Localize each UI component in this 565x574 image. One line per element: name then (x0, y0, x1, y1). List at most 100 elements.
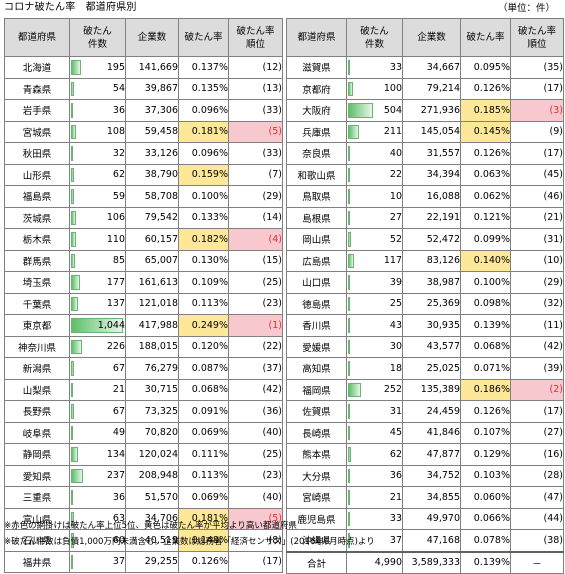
firms-cell: 22,191 (402, 206, 461, 229)
count-value: 21 (112, 384, 125, 396)
firms-cell: 34,667 (402, 56, 461, 79)
rank-cell: (13) (228, 77, 283, 100)
count-data-bar (71, 296, 78, 311)
report-title: コロナ破たん率 都道府県別 (4, 2, 137, 13)
rank-cell: (11) (510, 314, 564, 337)
count-cell: 22 (346, 163, 403, 186)
count-value: 31 (389, 405, 402, 417)
table-header-row: 都道府県 破たん 件数 企業数 破たん率 破たん率 順位 (4, 18, 283, 57)
rate-cell: 0.078% (460, 529, 511, 552)
firms-cell: 208,948 (125, 464, 179, 487)
count-data-bar (71, 533, 74, 548)
rate-cell: 0.095% (460, 56, 511, 79)
count-value: 195 (106, 61, 125, 73)
count-data-bar (71, 253, 76, 268)
prefecture-cell: 奈良県 (286, 142, 347, 165)
left-table: 都道府県 破たん 件数 企業数 破たん率 破たん率 順位 北海道 195 141,669… (4, 18, 283, 573)
firms-cell: 37,306 (125, 99, 179, 122)
rank-cell: (17) (510, 77, 564, 100)
firms-cell: 70,820 (125, 421, 179, 444)
firms-cell: 34,855 (402, 486, 461, 509)
table-row: 愛知県 237 208,948 0.113% (23) (4, 464, 283, 487)
table-row: 千葉県 137 121,018 0.113% (23) (4, 292, 283, 315)
rate-cell: 0.069% (178, 421, 229, 444)
count-data-bar (348, 511, 350, 526)
count-cell: 27 (346, 206, 403, 229)
rate-cell: 0.069% (178, 486, 229, 509)
count-cell: 36 (346, 464, 403, 487)
firms-cell: 79,542 (125, 206, 179, 229)
table-row: 熊本県 62 47,877 0.129% (16) (286, 443, 564, 466)
rate-cell: 0.063% (460, 163, 511, 186)
prefecture-cell: 新潟県 (4, 357, 70, 380)
table-row: 大阪府 504 271,936 0.185% (3) (286, 99, 564, 122)
prefecture-cell: 宮崎県 (286, 486, 347, 509)
rank-cell: (12) (228, 56, 283, 79)
rank-cell: (35) (510, 56, 564, 79)
count-data-bar (348, 339, 350, 354)
firms-cell: 30,715 (125, 378, 179, 401)
rate-cell: 0.137% (178, 56, 229, 79)
count-value: 22 (389, 169, 402, 181)
firms-cell: 38,987 (402, 271, 461, 294)
count-data-bar (348, 167, 350, 182)
firms-cell: 59,458 (125, 120, 179, 143)
rank-cell: (5) (228, 507, 283, 530)
firms-cell: 24,459 (402, 400, 461, 423)
firms-cell: 33,126 (125, 142, 179, 165)
prefecture-cell: 福井県 (4, 550, 70, 573)
rank-cell: (23) (228, 292, 283, 315)
table-row: 北海道 195 141,669 0.137% (12) (4, 56, 283, 79)
count-value: 4,990 (374, 557, 402, 569)
count-cell: 117 (346, 249, 403, 272)
rate-cell: 0.249% (178, 314, 229, 337)
count-data-bar (348, 81, 353, 96)
count-cell: 177 (69, 271, 126, 294)
count-value: 40 (389, 147, 402, 159)
count-data-bar (348, 146, 350, 161)
prefecture-cell: 岩手県 (4, 99, 70, 122)
prefecture-cell: 千葉県 (4, 292, 70, 315)
firms-cell: 49,970 (402, 507, 461, 530)
rank-cell: (32) (510, 292, 564, 315)
count-value: 39 (389, 276, 402, 288)
prefecture-cell: 兵庫県 (286, 120, 347, 143)
table-row: 福井県 37 29,255 0.126% (17) (4, 550, 283, 573)
firms-cell: 34,752 (402, 464, 461, 487)
prefecture-cell: 山形県 (4, 163, 70, 186)
firms-cell: 76,279 (125, 357, 179, 380)
count-value: 67 (112, 405, 125, 417)
count-cell: 36 (69, 486, 126, 509)
count-cell: 211 (346, 120, 403, 143)
rate-cell: 0.129% (460, 443, 511, 466)
count-cell: 39 (346, 271, 403, 294)
prefecture-cell: 熊本県 (286, 443, 347, 466)
rank-cell: (9) (510, 120, 564, 143)
count-data-bar (348, 275, 350, 290)
prefecture-cell: 鳥取県 (286, 185, 347, 208)
rate-cell: 0.098% (460, 292, 511, 315)
prefecture-cell: 岡山県 (286, 228, 347, 251)
prefecture-cell: 茨城県 (4, 206, 70, 229)
rank-cell: (46) (510, 185, 564, 208)
table-row: 長崎県 45 41,846 0.107% (27) (286, 421, 564, 444)
count-cell: 67 (69, 357, 126, 380)
unit-label: （単位：件） (497, 3, 555, 14)
rank-cell: (3) (510, 99, 564, 122)
count-cell: 45 (346, 421, 403, 444)
footnote-2: ※破たん件数は負債1,000万円未満含む。企業数は総務省「経済センサス」(201… (4, 537, 375, 547)
firms-cell: 161,613 (125, 271, 179, 294)
count-cell: 40 (346, 142, 403, 165)
table-row: 山梨県 21 30,715 0.068% (42) (4, 378, 283, 401)
count-cell: 108 (69, 120, 126, 143)
count-cell: 1,044 (69, 314, 126, 337)
table-row: 東京都 1,044 417,988 0.249% (1) (4, 314, 283, 337)
count-cell: 504 (346, 99, 403, 122)
rank-cell: － (510, 550, 564, 574)
table-row: 沖縄県 37 47,168 0.078% (38) (286, 529, 564, 552)
header-count: 破たん 件数 (346, 18, 403, 57)
count-cell: 31 (346, 400, 403, 423)
count-value: 49 (112, 427, 125, 439)
firms-cell: 43,577 (402, 335, 461, 358)
count-data-bar (348, 533, 350, 548)
